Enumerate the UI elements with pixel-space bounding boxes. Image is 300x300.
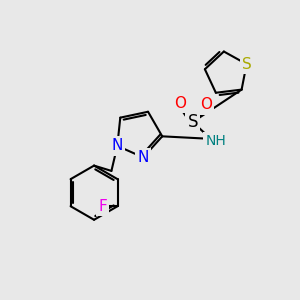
Text: F: F xyxy=(98,199,107,214)
Text: S: S xyxy=(242,57,251,72)
Text: N: N xyxy=(112,138,123,153)
Text: S: S xyxy=(188,113,198,131)
Text: O: O xyxy=(174,96,186,111)
Text: O: O xyxy=(200,98,212,112)
Text: NH: NH xyxy=(205,134,226,148)
Text: N: N xyxy=(138,150,149,165)
